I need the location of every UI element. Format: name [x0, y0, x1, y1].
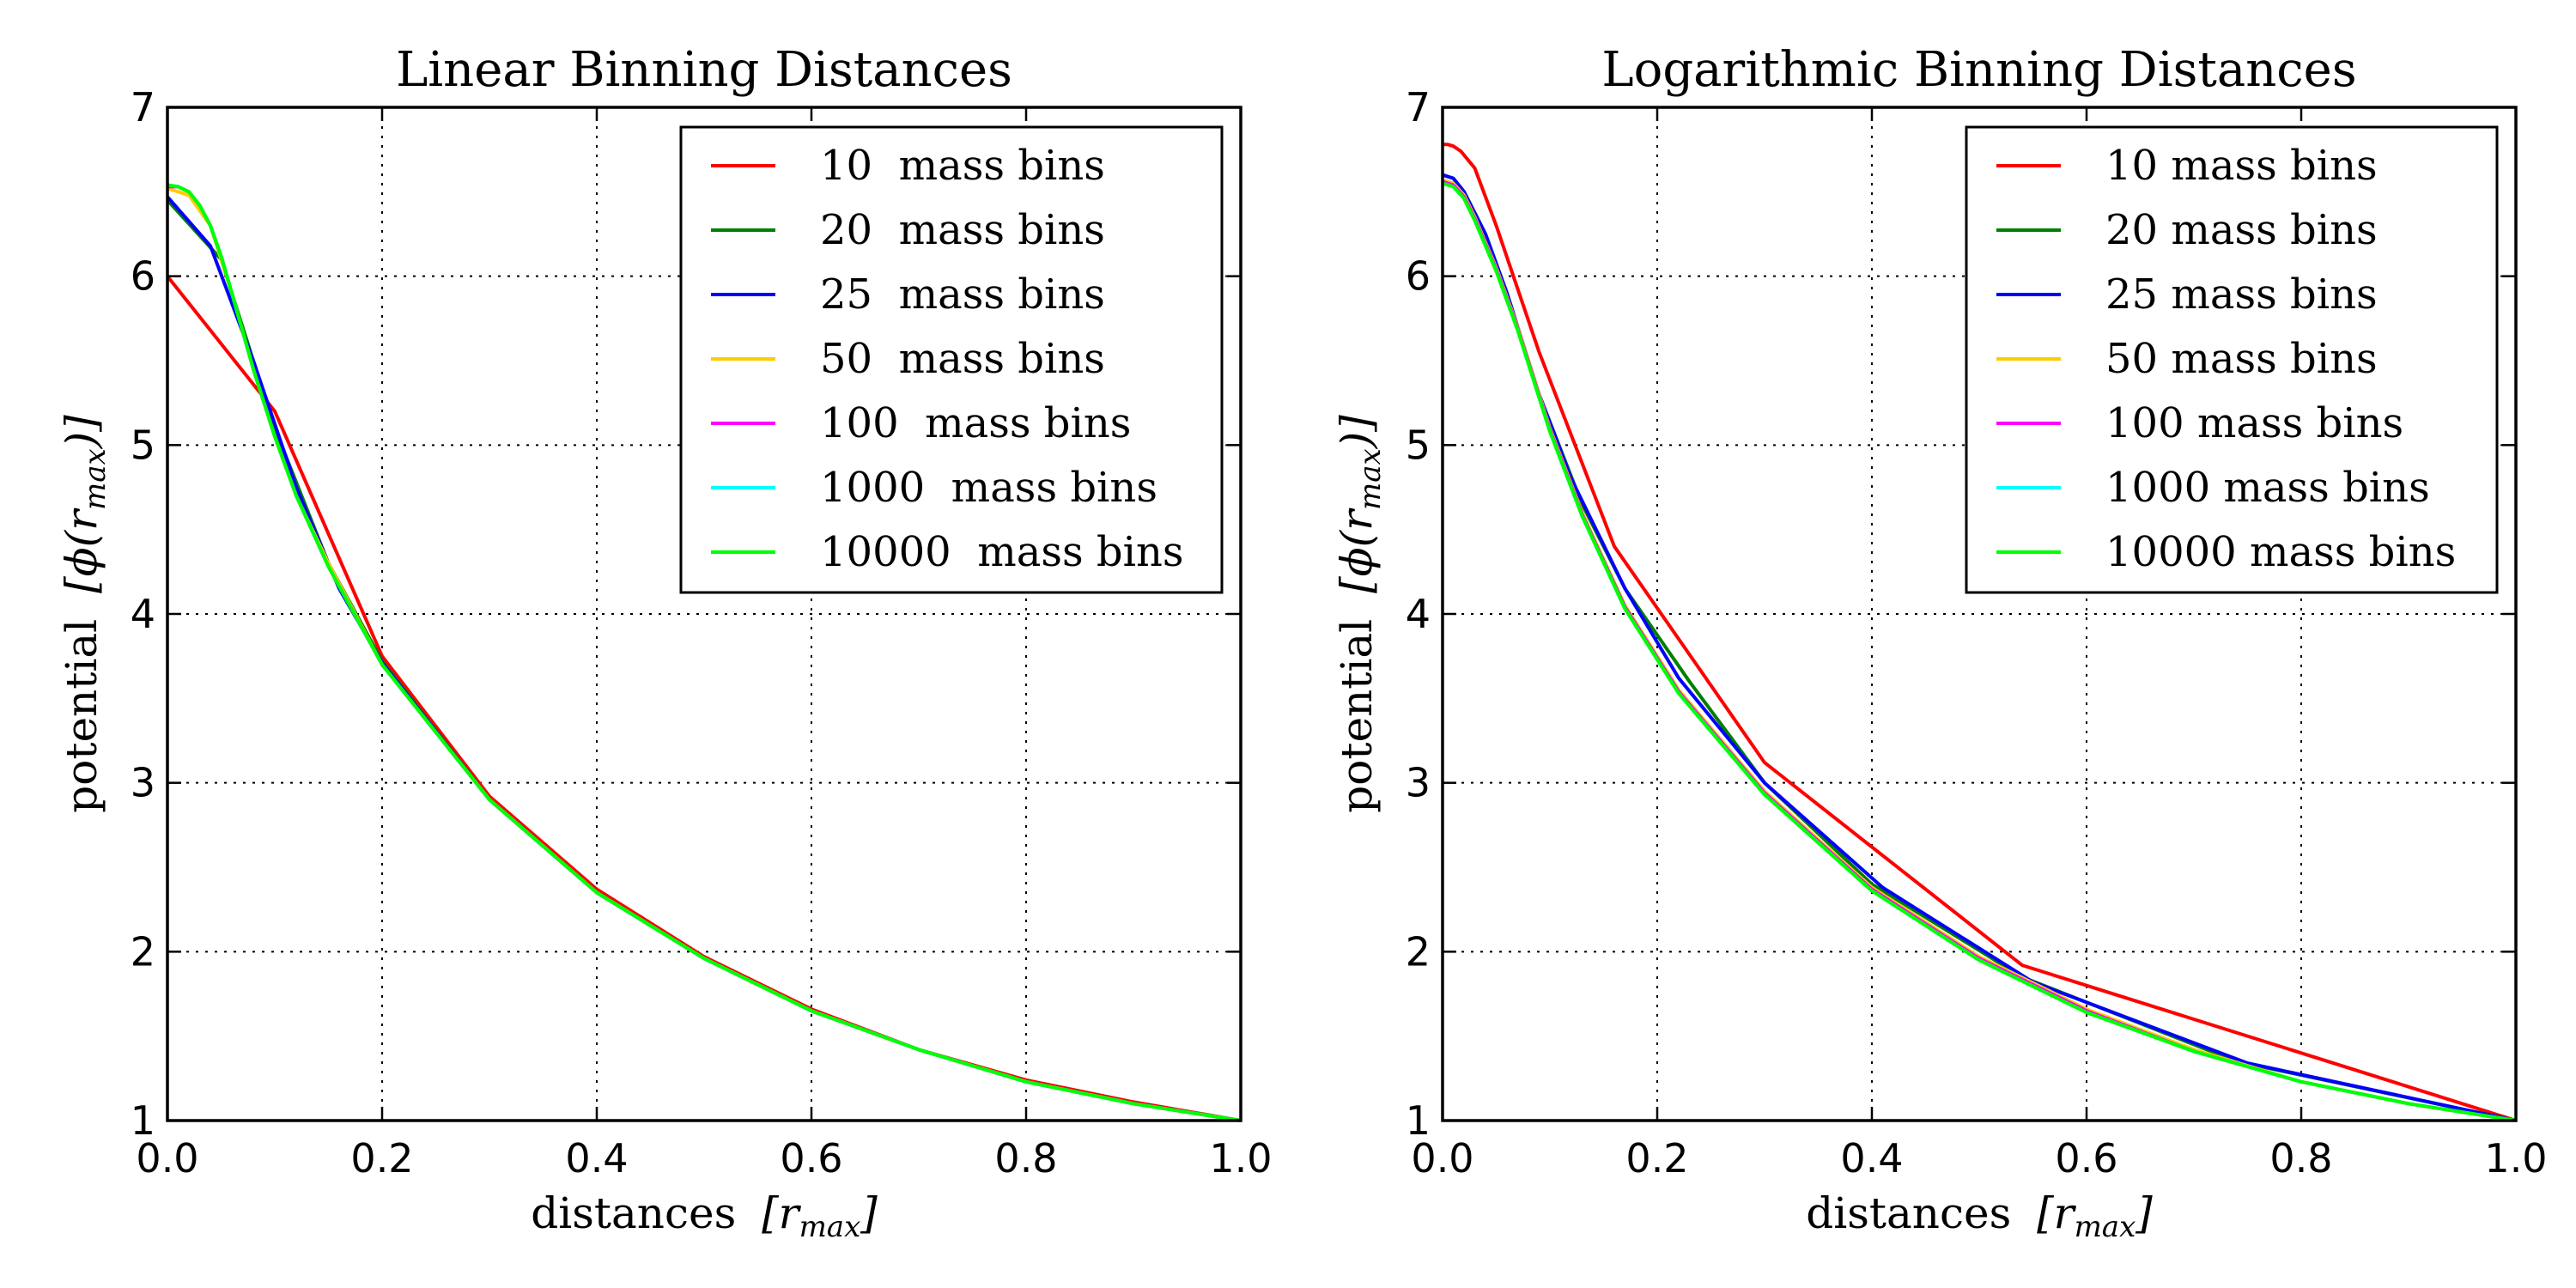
y-tick-label: 1 — [1406, 1097, 1431, 1144]
legend-label: 50 mass bins — [2105, 335, 2378, 383]
y-tick-label: 6 — [1406, 253, 1431, 300]
legend-label: 25 mass bins — [820, 270, 1105, 319]
legend-label: 1000 mass bins — [820, 464, 1157, 512]
chart-title: Linear Binning Distances — [396, 42, 1012, 98]
legend-label: 20 mass bins — [2105, 206, 2378, 254]
x-axis-ticks: 0.0 0.2 0.4 0.6 0.8 1.0 — [136, 107, 1273, 1182]
y-tick-label: 2 — [1406, 928, 1431, 975]
chart-title: Logarithmic Binning Distances — [1601, 42, 2356, 98]
x-axis-ticks: 0.0 0.2 0.4 0.6 0.8 1.0 — [1411, 107, 2548, 1182]
legend-label: 100 mass bins — [820, 399, 1131, 447]
y-axis-ticks: 1 2 3 4 5 6 7 — [1406, 84, 2516, 1144]
legend-label: 20 mass bins — [820, 206, 1105, 254]
x-tick-label: 0.2 — [350, 1135, 413, 1182]
legend-label: 10 mass bins — [820, 142, 1105, 190]
series-line — [1442, 181, 2517, 1122]
linear-binning-panel: Linear Binning Distances 0.0 0.2 0.4 0.6 0.8… — [57, 42, 1273, 1244]
series-lines — [166, 183, 1242, 1122]
y-tick-label: 3 — [1406, 760, 1431, 806]
legend: 10 mass bins 20 mass bins 25 mass bins 50 m… — [1965, 125, 2499, 594]
y-tick-label: 1 — [131, 1097, 155, 1144]
x-tick-label: 0.6 — [2055, 1135, 2117, 1182]
y-tick-label: 2 — [131, 928, 155, 975]
y-tick-label: 5 — [131, 422, 155, 468]
legend: 10 mass bins 20 mass bins 25 mass bins 50 m… — [679, 125, 1224, 594]
y-tick-label: 5 — [1406, 422, 1431, 468]
y-tick-label: 4 — [131, 591, 155, 637]
x-axis-label: distances [rmax] — [1806, 1188, 2153, 1244]
y-tick-label: 7 — [1406, 84, 1431, 131]
y-tick-label: 6 — [131, 253, 155, 300]
x-tick-label: 0.6 — [780, 1135, 842, 1182]
series-line — [1443, 143, 2517, 1122]
y-tick-label: 4 — [1406, 591, 1431, 637]
x-tick-label: 0.8 — [2269, 1135, 2332, 1182]
legend-label: 10000 mass bins — [820, 528, 1184, 576]
x-tick-label: 0.4 — [1840, 1135, 1903, 1182]
y-axis-label: potential [ϕ(rmax)] — [1332, 415, 1388, 813]
legend-label: 10000 mass bins — [2105, 528, 2456, 576]
legend-label: 1000 mass bins — [2105, 464, 2430, 512]
x-axis-label: distances [rmax] — [531, 1188, 878, 1244]
x-tick-label: 0.0 — [1411, 1135, 1473, 1182]
y-tick-label: 3 — [131, 760, 155, 806]
x-tick-label: 0.4 — [565, 1135, 628, 1182]
logarithmic-binning-panel: Logarithmic Binning Distances 0.0 0.2 0.4 0… — [1332, 42, 2548, 1244]
series-line — [167, 183, 1242, 1122]
y-axis-label: potential [ϕ(rmax)] — [57, 415, 112, 813]
series-lines — [1442, 143, 2517, 1122]
legend-label: 25 mass bins — [2105, 270, 2378, 319]
y-tick-label: 7 — [131, 84, 155, 131]
legend-label: 50 mass bins — [820, 335, 1105, 383]
x-tick-label: 0.2 — [1625, 1135, 1688, 1182]
x-tick-label: 0.8 — [994, 1135, 1057, 1182]
x-tick-label: 1.0 — [2484, 1135, 2547, 1182]
x-tick-label: 0.0 — [136, 1135, 198, 1182]
legend-label: 10 mass bins — [2105, 142, 2378, 190]
legend-label: 100 mass bins — [2105, 399, 2403, 447]
x-tick-label: 1.0 — [1209, 1135, 1272, 1182]
y-axis-ticks: 1 2 3 4 5 6 7 — [131, 84, 1241, 1144]
